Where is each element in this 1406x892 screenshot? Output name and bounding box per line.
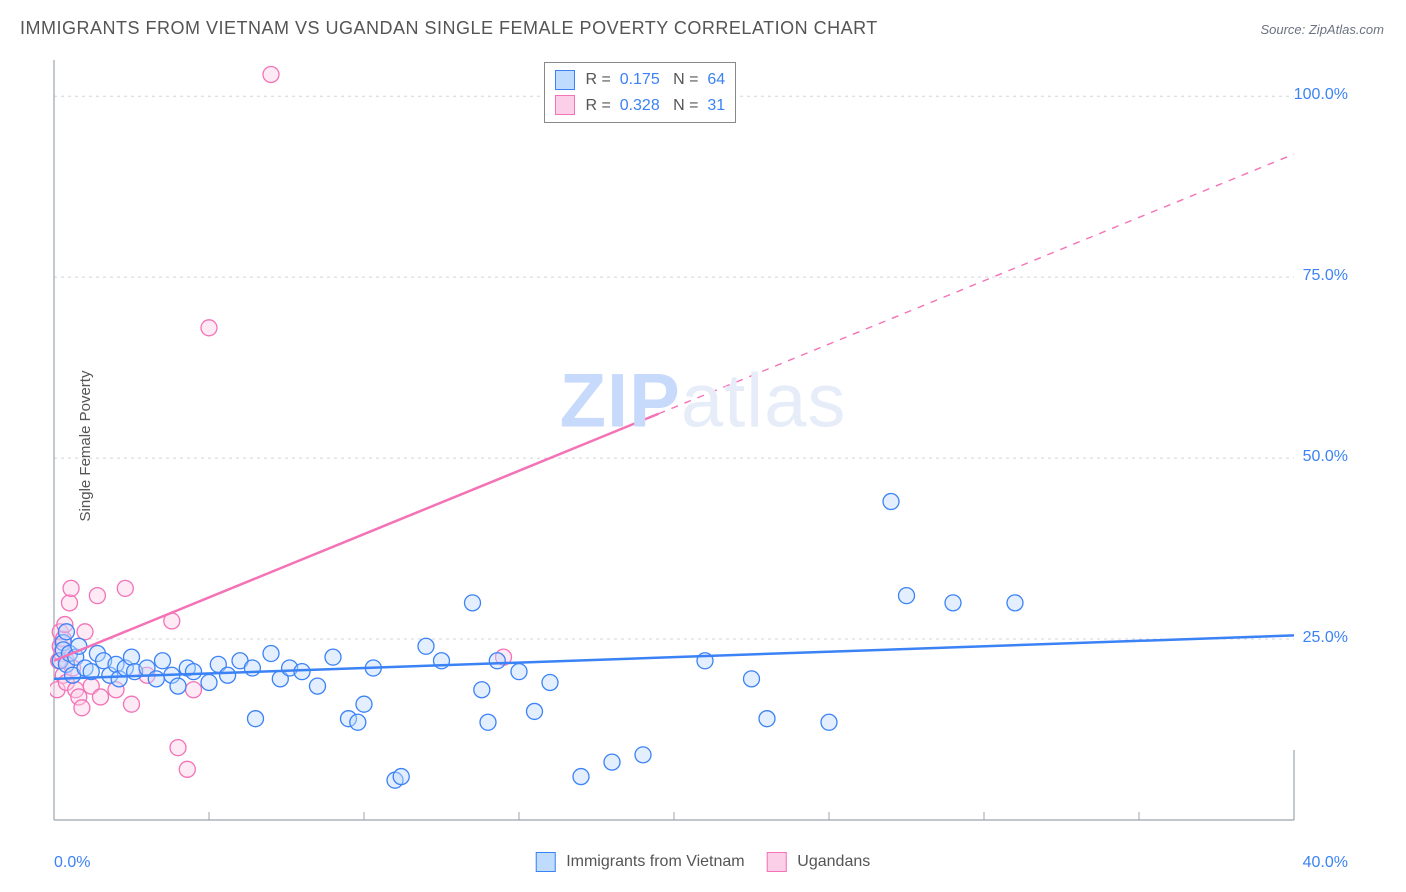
legend-label-ugandans: Ugandans <box>797 853 870 870</box>
y-axis-tick-label: 75.0% <box>1303 267 1348 285</box>
series-legend: Immigrants from Vietnam Ugandans <box>536 852 871 872</box>
x-axis-max-label: 40.0% <box>1303 854 1348 872</box>
chart-title: IMMIGRANTS FROM VIETNAM VS UGANDAN SINGL… <box>20 18 878 39</box>
legend-swatch-ugandans <box>767 852 787 872</box>
x-axis-min-label: 0.0% <box>54 854 90 872</box>
legend-swatch-vietnam <box>536 852 556 872</box>
legend-label-vietnam: Immigrants from Vietnam <box>566 853 744 870</box>
y-axis-tick-label: 50.0% <box>1303 448 1348 466</box>
y-axis-tick-label: 25.0% <box>1303 629 1348 647</box>
source-label: Source: <box>1260 22 1308 37</box>
correlation-legend: R = 0.175 N = 64 R = 0.328 N = 31 <box>544 62 736 123</box>
scatter-plot <box>50 50 1350 840</box>
source-credit: Source: ZipAtlas.com <box>1260 22 1384 37</box>
source-link[interactable]: ZipAtlas.com <box>1309 22 1384 37</box>
y-axis-tick-label: 100.0% <box>1294 86 1348 104</box>
